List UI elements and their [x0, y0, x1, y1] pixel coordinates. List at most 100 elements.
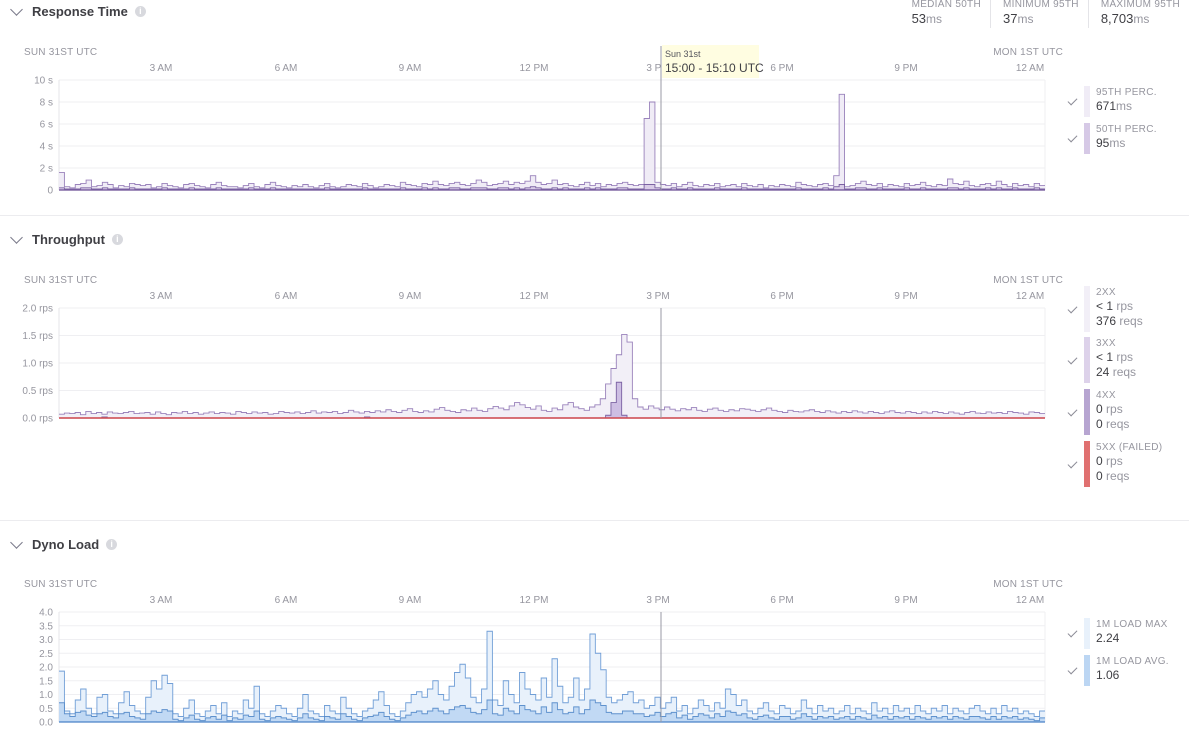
x-tick-label: 6 AM — [275, 291, 298, 302]
x-tick-label: 3 PM — [646, 63, 669, 74]
series-area-2xx — [59, 334, 1045, 418]
info-icon[interactable]: i — [106, 539, 118, 550]
day-end-label: MON 1ST UTC — [993, 47, 1063, 58]
stat-minimum-95th: MINIMUM 95TH 37ms — [990, 0, 1088, 28]
y-tick-label: 0.0 — [39, 718, 53, 729]
x-tick-label: 3 AM — [150, 595, 173, 606]
legend-swatch — [1084, 86, 1090, 117]
x-tick-label: 12 PM — [520, 291, 549, 302]
legend-name: 95TH PERC. — [1096, 87, 1157, 98]
legend-value: 2.24 — [1096, 631, 1120, 645]
section-title: Response Time — [32, 4, 128, 19]
x-tick-label: 12 AM — [1016, 291, 1044, 302]
x-tick-label: 6 AM — [275, 63, 298, 74]
y-tick-label: 1.5 — [39, 676, 53, 687]
info-icon[interactable]: i — [111, 234, 123, 245]
x-tick-label: 9 AM — [399, 595, 422, 606]
x-tick-label: 12 AM — [1016, 63, 1044, 74]
series-line-95th-perc- — [59, 93, 1045, 189]
section-divider — [0, 215, 1189, 216]
x-tick-label: 12 AM — [1016, 595, 1044, 606]
response-time-header[interactable]: Response Time i — [10, 2, 146, 19]
y-tick-label: 4.0 — [39, 608, 53, 619]
x-tick-label: 6 AM — [275, 595, 298, 606]
legend-rate: 0 rps — [1096, 454, 1123, 468]
x-tick-label: 3 PM — [646, 291, 669, 302]
series-line-1m-load-avg- — [59, 699, 1045, 722]
x-tick-label: 12 PM — [520, 63, 549, 74]
day-end-label: MON 1ST UTC — [993, 579, 1063, 590]
x-tick-label: 9 PM — [894, 63, 917, 74]
legend-text: 1M LOAD AVG. 1.06 — [1096, 655, 1169, 683]
series-area-95th-perc- — [59, 94, 1045, 190]
legend-name: 2XX — [1096, 287, 1116, 298]
stat-label: MAXIMUM 95TH — [1100, 0, 1180, 10]
y-tick-label: 2.5 — [39, 649, 53, 660]
stat-maximum-95th: MAXIMUM 95TH 8,703ms — [1087, 0, 1189, 28]
legend-rate: 0 rps — [1096, 402, 1123, 416]
legend-name: 4XX — [1096, 390, 1116, 401]
stat-value: 53ms — [911, 11, 943, 26]
y-tick-label: 0 — [47, 186, 53, 197]
x-tick-label: 3 AM — [150, 291, 173, 302]
dyno-load-section: Dyno Load i SUN 31ST UTC MON 1ST UTC 3 AM 6… — [0, 521, 1189, 737]
legend-name: 5XX (FAILED) — [1096, 442, 1163, 453]
legend-rate: < 1 rps — [1096, 299, 1134, 313]
x-tick-label: 9 PM — [894, 291, 917, 302]
y-tick-label: 2.0 — [39, 663, 53, 674]
y-tick-label: 1.0 rps — [22, 359, 53, 370]
legend-name: 1M LOAD MAX — [1096, 619, 1168, 630]
x-tick-label: 6 PM — [770, 63, 793, 74]
x-tick-label: 6 PM — [770, 595, 793, 606]
stat-label: MEDIAN 50TH — [911, 0, 981, 10]
info-icon[interactable]: i — [134, 6, 146, 17]
stat-median-50th: MEDIAN 50TH 53ms — [900, 0, 990, 28]
tooltip-date: Sun 31st — [665, 49, 701, 59]
y-tick-label: 2.0 rps — [22, 304, 53, 315]
legend-swatch — [1084, 618, 1090, 649]
dyno-load-chart[interactable]: SUN 31ST UTC MON 1ST UTC 3 AM 6 AM 9 AM 12 PM… — [0, 521, 1189, 737]
legend-swatch — [1084, 441, 1090, 487]
legend-value: 95ms — [1096, 136, 1126, 150]
series-area-50th-perc- — [59, 184, 1045, 190]
stat-value: 8,703ms — [1100, 11, 1150, 26]
y-tick-label: 3.0 — [39, 635, 53, 646]
y-tick-label: 1.0 — [39, 690, 53, 701]
stat-value: 37ms — [1003, 11, 1034, 26]
legend-reqs: 24 reqs — [1096, 365, 1137, 379]
x-tick-label: 9 AM — [399, 63, 422, 74]
y-tick-label: 4 s — [40, 142, 53, 153]
throughput-section: Throughput i SUN 31ST UTC MON 1ST UTC 3 AM… — [0, 216, 1189, 520]
y-tick-label: 8 s — [40, 98, 53, 109]
dyno-load-header[interactable]: Dyno Load i — [10, 535, 118, 552]
legend-swatch — [1084, 286, 1090, 332]
x-tick-label: 9 PM — [894, 595, 917, 606]
legend-swatch — [1084, 655, 1090, 686]
y-tick-label: 0.5 rps — [22, 386, 53, 397]
series-line-1m-load-max — [59, 630, 1045, 717]
tooltip-box — [662, 45, 759, 78]
y-tick-label: 1.5 rps — [22, 331, 53, 342]
legend-reqs: 0 reqs — [1096, 469, 1130, 483]
x-tick-label: 9 AM — [399, 291, 422, 302]
x-tick-label: 3 AM — [150, 63, 173, 74]
response-time-stats: MEDIAN 50TH 53ms MINIMUM 95TH 37ms MAXIM… — [900, 0, 1189, 28]
legend-swatch — [1084, 123, 1090, 154]
legend-text: 5XX (FAILED) 0 rps 0 reqs — [1096, 441, 1162, 484]
throughput-header[interactable]: Throughput i — [10, 230, 123, 247]
legend-text: 4XX 0 rps 0 reqs — [1096, 389, 1129, 432]
day-start-label: SUN 31ST UTC — [24, 275, 97, 286]
tooltip-range: 15:00 - 15:10 UTC — [665, 61, 764, 75]
legend-reqs: 0 reqs — [1096, 417, 1130, 431]
legend-text: 2XX < 1 rps 376 reqs — [1096, 286, 1143, 329]
response-time-chart[interactable]: SUN 31ST UTC MON 1ST UTC 3 AM 6 AM 9 AM 12 PM… — [0, 0, 1189, 215]
legend-text: 1M LOAD MAX 2.24 — [1096, 618, 1168, 646]
series-line-50th-perc- — [59, 184, 1045, 190]
y-tick-label: 0.5 — [39, 704, 53, 715]
throughput-chart[interactable]: SUN 31ST UTC MON 1ST UTC 3 AM 6 AM 9 AM 12 PM… — [0, 216, 1189, 520]
legend-reqs: 376 reqs — [1096, 314, 1143, 328]
x-tick-label: 3 PM — [646, 595, 669, 606]
day-end-label: MON 1ST UTC — [993, 275, 1063, 286]
x-tick-label: 12 PM — [520, 595, 549, 606]
series-line-2xx — [59, 333, 1045, 416]
